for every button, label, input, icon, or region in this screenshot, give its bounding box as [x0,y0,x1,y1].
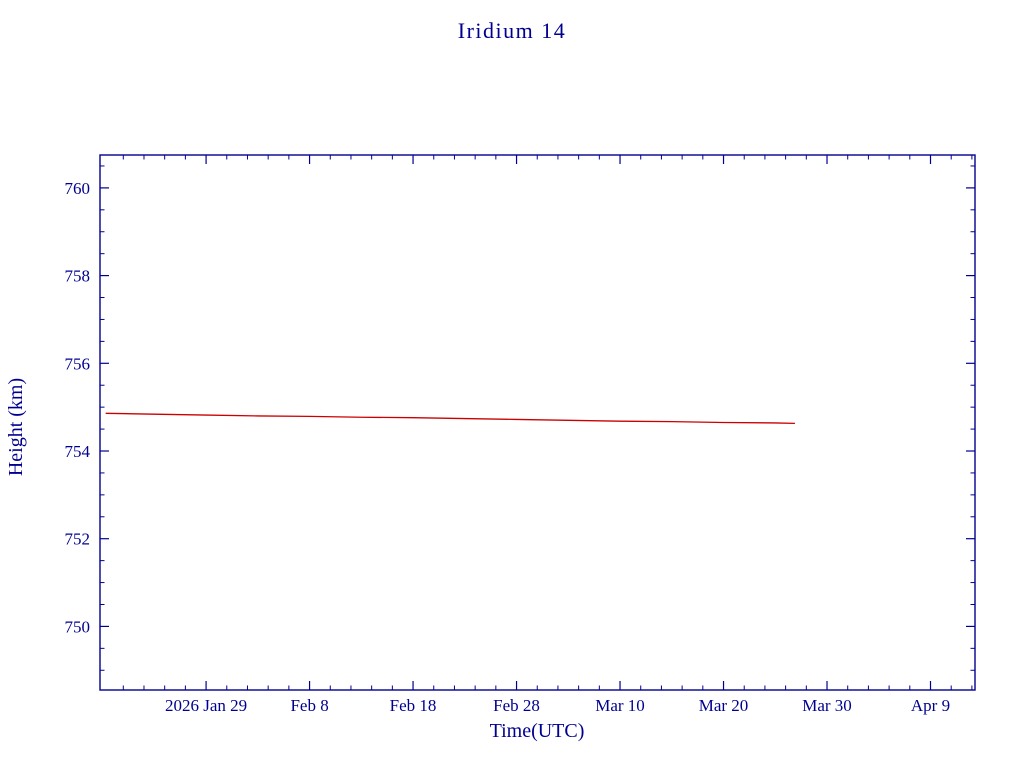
y-tick-label: 752 [65,530,91,549]
y-tick-label: 758 [65,267,91,286]
x-tick-label: Feb 28 [493,696,540,715]
x-tick-label: 2026 Jan 29 [165,696,247,715]
y-tick-label: 750 [65,617,91,636]
x-tick-label: Mar 10 [595,696,645,715]
x-tick-label: Feb 8 [290,696,328,715]
series-line-orbit-height [105,412,795,425]
chart-title: Iridium 14 [458,18,567,43]
y-axis-label: Height (km) [5,378,27,476]
x-axis-label: Time(UTC) [490,720,585,742]
x-tick-label: Mar 30 [802,696,852,715]
y-tick-label: 756 [65,354,91,373]
y-tick-label: 760 [65,179,91,198]
y-tick-label: 754 [65,442,91,461]
x-tick-label: Apr 9 [911,696,950,715]
x-tick-label: Feb 18 [390,696,437,715]
x-tick-label: Mar 20 [699,696,749,715]
plot-frame [99,154,976,691]
